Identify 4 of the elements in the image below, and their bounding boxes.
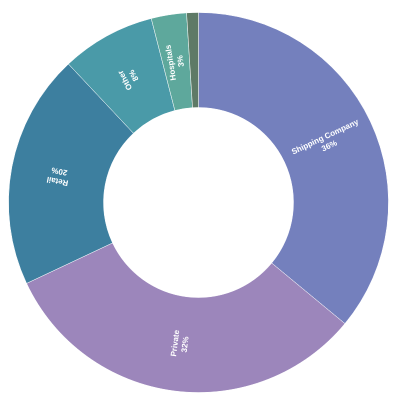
data-label: 20% [50,165,68,178]
data-label: 32% [180,336,191,353]
slice-label: Private [169,328,182,357]
slice-label: Retail [46,174,70,188]
